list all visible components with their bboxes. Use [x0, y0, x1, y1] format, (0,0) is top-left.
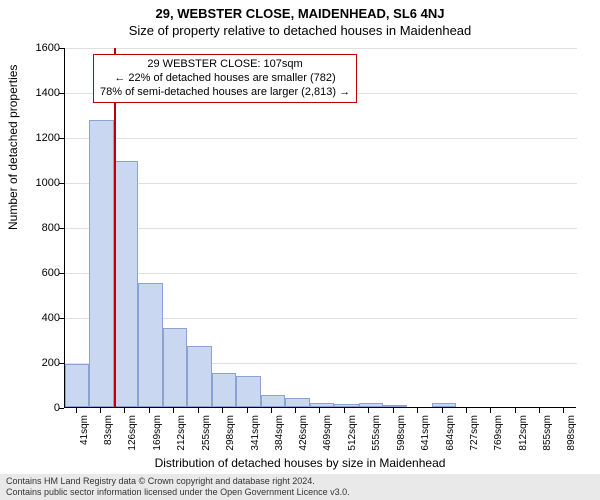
xtick-label: 598sqm [396, 415, 407, 459]
xtick-mark [76, 408, 77, 413]
histogram-bar [163, 328, 187, 407]
gridline [65, 183, 577, 184]
xtick-mark [198, 408, 199, 413]
footer-line2: Contains public sector information licen… [6, 487, 594, 498]
xtick-label: 169sqm [152, 415, 163, 459]
gridline [65, 228, 577, 229]
ytick-label: 1600 [0, 42, 60, 54]
xtick-mark [563, 408, 564, 413]
chart-subtitle: Size of property relative to detached ho… [0, 21, 600, 38]
ytick-label: 800 [0, 222, 60, 234]
chart-plot-area: 29 WEBSTER CLOSE: 107sqm ← 22% of detach… [64, 48, 576, 408]
histogram-bar [261, 395, 285, 407]
xtick-mark [442, 408, 443, 413]
xtick-mark [295, 408, 296, 413]
ytick-label: 0 [0, 402, 60, 414]
gridline [65, 48, 577, 49]
histogram-bar [65, 364, 89, 407]
histogram-bar [285, 398, 309, 407]
xtick-label: 83sqm [103, 415, 114, 459]
ytick-label: 600 [0, 267, 60, 279]
histogram-bar [138, 283, 162, 407]
histogram-bar [334, 404, 358, 407]
xtick-mark [173, 408, 174, 413]
xtick-label: 641sqm [420, 415, 431, 459]
histogram-bar [432, 403, 456, 408]
histogram-bar [236, 376, 260, 408]
histogram-bar [114, 161, 138, 407]
histogram-bar [212, 373, 236, 407]
xtick-label: 298sqm [225, 415, 236, 459]
page-title: 29, WEBSTER CLOSE, MAIDENHEAD, SL6 4NJ [0, 0, 600, 21]
xtick-label: 426sqm [298, 415, 309, 459]
histogram-bar [383, 405, 407, 407]
xtick-mark [515, 408, 516, 413]
ytick-label: 1000 [0, 177, 60, 189]
annotation-line2: ← 22% of detached houses are smaller (78… [100, 72, 350, 86]
xtick-mark [490, 408, 491, 413]
xtick-mark [271, 408, 272, 413]
xtick-label: 727sqm [469, 415, 480, 459]
xtick-label: 469sqm [322, 415, 333, 459]
xtick-mark [124, 408, 125, 413]
annotation-line1: 29 WEBSTER CLOSE: 107sqm [100, 58, 350, 72]
xtick-label: 855sqm [542, 415, 553, 459]
xtick-mark [247, 408, 248, 413]
xtick-label: 555sqm [371, 415, 382, 459]
ytick-label: 1400 [0, 87, 60, 99]
xtick-mark [222, 408, 223, 413]
xtick-label: 212sqm [176, 415, 187, 459]
xtick-mark [344, 408, 345, 413]
xtick-mark [319, 408, 320, 413]
histogram-bar [310, 403, 334, 408]
ytick-label: 200 [0, 357, 60, 369]
histogram-bar [359, 403, 383, 408]
xtick-mark [417, 408, 418, 413]
xtick-label: 341sqm [250, 415, 261, 459]
footer-attribution: Contains HM Land Registry data © Crown c… [0, 474, 600, 500]
xtick-label: 769sqm [493, 415, 504, 459]
gridline [65, 273, 577, 274]
xtick-mark [393, 408, 394, 413]
xtick-label: 684sqm [445, 415, 456, 459]
annotation-line3: 78% of semi-detached houses are larger (… [100, 86, 350, 100]
annotation-box: 29 WEBSTER CLOSE: 107sqm ← 22% of detach… [93, 54, 357, 103]
xtick-label: 384sqm [274, 415, 285, 459]
xtick-label: 41sqm [79, 415, 90, 459]
histogram-bar [89, 120, 113, 407]
xtick-label: 255sqm [201, 415, 212, 459]
xtick-label: 898sqm [566, 415, 577, 459]
xtick-mark [539, 408, 540, 413]
gridline [65, 138, 577, 139]
ytick-label: 400 [0, 312, 60, 324]
xtick-label: 512sqm [347, 415, 358, 459]
chart-container: 29, WEBSTER CLOSE, MAIDENHEAD, SL6 4NJ S… [0, 0, 600, 500]
footer-line1: Contains HM Land Registry data © Crown c… [6, 476, 594, 487]
xtick-mark [466, 408, 467, 413]
xtick-label: 812sqm [518, 415, 529, 459]
ytick-label: 1200 [0, 132, 60, 144]
xtick-label: 126sqm [127, 415, 138, 459]
xtick-mark [149, 408, 150, 413]
histogram-bar [187, 346, 211, 407]
xtick-mark [100, 408, 101, 413]
xtick-mark [368, 408, 369, 413]
